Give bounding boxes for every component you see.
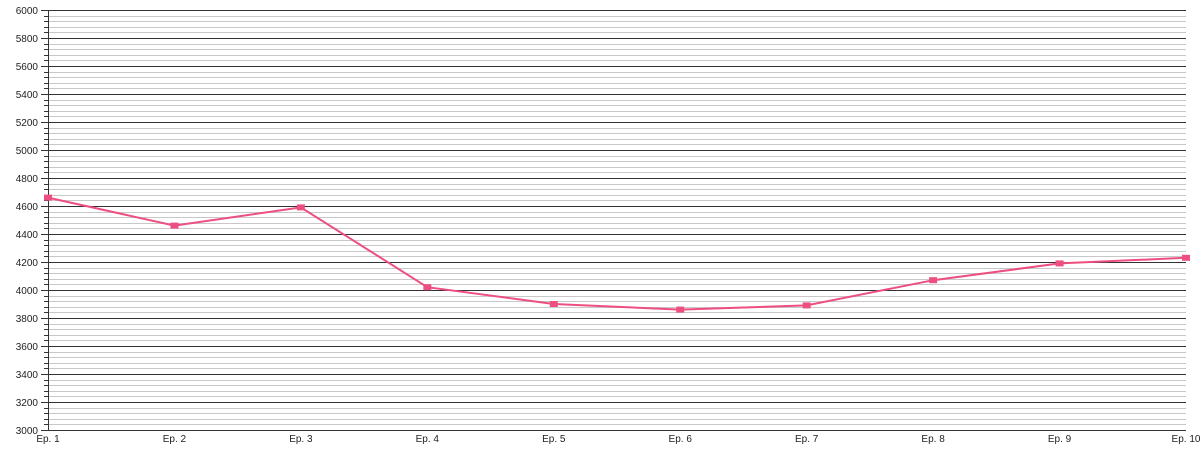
y-tick-label: 6000 [16, 6, 39, 17]
x-tick-label: Ep. 8 [921, 434, 945, 445]
series-line [47, 196, 1187, 311]
data-point [549, 301, 558, 307]
x-tick-label: Ep. 9 [1048, 434, 1072, 445]
y-tick-label: 3400 [16, 370, 39, 381]
y-tick-label: 3600 [16, 342, 39, 353]
y-tick-label: 4200 [16, 258, 39, 269]
data-point [296, 204, 305, 211]
x-tick-label: Ep. 2 [163, 434, 187, 445]
y-tick-label: 4800 [16, 174, 39, 185]
y-tick-label: 3800 [16, 314, 39, 325]
x-tick-label: Ep. 4 [416, 434, 440, 445]
data-point [1055, 260, 1064, 267]
y-tick-label: 4400 [16, 230, 39, 241]
data-point [44, 194, 52, 201]
x-tick-label: Ep. 1 [36, 434, 60, 445]
y-tick-label: 3200 [16, 398, 39, 409]
y-tick-label: 3000 [16, 426, 39, 437]
y-tick-label: 5800 [16, 34, 39, 45]
y-tick-label: 5200 [16, 118, 39, 129]
y-tick-label: 5600 [16, 62, 39, 73]
data-point [1182, 254, 1190, 261]
data-point [170, 222, 179, 229]
x-tick-label: Ep. 6 [669, 434, 693, 445]
y-tick-label: 4600 [16, 202, 39, 213]
data-point [676, 306, 685, 313]
y-tick-label: 5000 [16, 146, 39, 157]
data-point [802, 302, 811, 309]
y-tick-label: 4000 [16, 286, 39, 297]
x-tick-label: Ep. 10 [1172, 434, 1200, 445]
data-point [929, 277, 938, 284]
y-tick-label: 5400 [16, 90, 39, 101]
x-tick-label: Ep. 7 [795, 434, 819, 445]
x-tick-label: Ep. 3 [289, 434, 313, 445]
x-tick-label: Ep. 5 [542, 434, 566, 445]
data-point [423, 284, 432, 291]
